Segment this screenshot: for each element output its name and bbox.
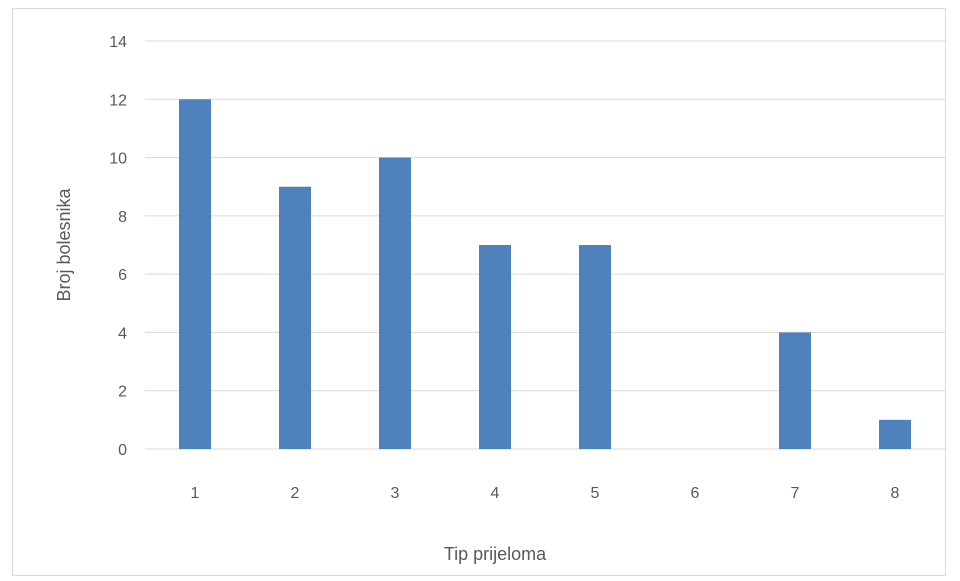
x-tick-label: 2 [291,485,300,502]
x-tick-label: 3 [391,485,400,502]
gridlines [145,40,945,450]
y-tick-label: 4 [118,325,127,342]
x-tick-label: 7 [791,485,800,502]
y-tick-label: 14 [109,34,127,51]
y-tick-label: 8 [118,209,127,226]
bar-5 [579,245,611,449]
bar-7 [779,332,811,449]
bar-2 [279,186,311,449]
bar-1 [179,99,211,450]
x-axis-title: Tip prijeloma [444,544,547,564]
x-tick-label: 4 [491,485,500,502]
bar-4 [479,245,511,449]
bars [179,99,911,450]
y-tick-label: 6 [118,267,127,284]
y-tick-label: 0 [118,442,127,459]
y-tick-labels: 0 2 4 6 8 10 12 14 [109,34,127,459]
x-tick-label: 1 [191,485,200,502]
y-tick-label: 10 [109,151,127,168]
bar-8 [879,419,911,449]
y-tick-label: 12 [109,92,127,109]
y-axis-title: Broj bolesnika [54,187,74,301]
y-tick-label: 2 [118,384,127,401]
x-tick-label: 8 [891,485,900,502]
x-tick-label: 5 [591,485,600,502]
x-tick-label: 6 [691,485,700,502]
x-tick-labels: 1 2 3 4 5 6 7 8 [191,485,900,502]
bar-3 [379,157,411,450]
